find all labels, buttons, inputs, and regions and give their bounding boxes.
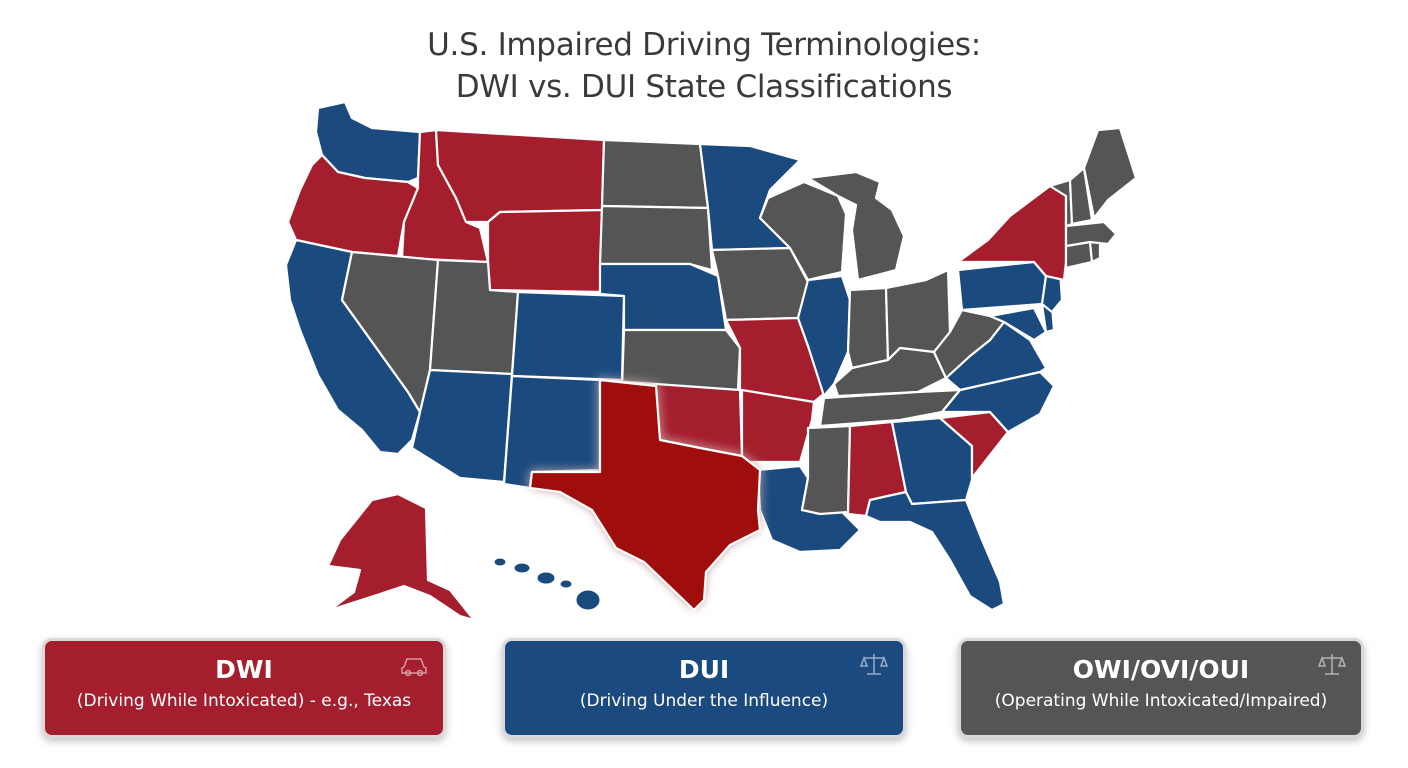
state-me[interactable] bbox=[1082, 126, 1138, 220]
legend-dui: DUI (Driving Under the Influence) bbox=[502, 638, 906, 738]
legend-owi-heading: OWI/OVI/OUI bbox=[1072, 655, 1250, 684]
state-az[interactable] bbox=[410, 368, 514, 484]
state-wy[interactable] bbox=[486, 208, 604, 294]
legend-dui-heading: DUI bbox=[678, 655, 730, 684]
scales-icon bbox=[859, 654, 889, 675]
state-ks[interactable] bbox=[620, 328, 742, 392]
title-line-1: U.S. Impaired Driving Terminologies: bbox=[427, 27, 981, 63]
state-in[interactable] bbox=[846, 286, 890, 370]
state-nh[interactable] bbox=[1068, 166, 1094, 226]
states-layer bbox=[284, 100, 1138, 622]
state-wa[interactable] bbox=[314, 100, 422, 184]
state-wi[interactable] bbox=[758, 180, 848, 282]
state-ar[interactable] bbox=[740, 388, 816, 464]
state-ak[interactable] bbox=[326, 492, 476, 622]
legend-owi: OWI/OVI/OUI (Operating While Intoxicated… bbox=[958, 638, 1364, 738]
legend-dwi: DWI (Driving While Intoxicated) - e.g., … bbox=[42, 638, 446, 738]
legend-dwi-description: (Driving While Intoxicated) - e.g., Texa… bbox=[76, 691, 412, 711]
state-mt[interactable] bbox=[434, 128, 606, 224]
state-co[interactable] bbox=[510, 290, 626, 382]
state-ri[interactable] bbox=[1088, 240, 1102, 264]
state-fl[interactable] bbox=[864, 490, 1006, 612]
legend-dui-description: (Driving Under the Influence) bbox=[579, 691, 829, 711]
scales-icon bbox=[1317, 654, 1347, 675]
state-la[interactable] bbox=[756, 464, 862, 554]
state-pa[interactable] bbox=[956, 260, 1048, 312]
legend-dwi-heading: DWI bbox=[215, 655, 273, 684]
state-mi[interactable] bbox=[806, 170, 906, 282]
car-icon bbox=[401, 658, 427, 677]
state-md[interactable] bbox=[988, 306, 1048, 342]
state-nd[interactable] bbox=[600, 138, 710, 210]
state-ia[interactable] bbox=[710, 246, 810, 322]
state-vt[interactable] bbox=[1048, 178, 1074, 228]
title-line-2: DWI vs. DUI State Classifications bbox=[455, 69, 953, 105]
state-hi[interactable] bbox=[493, 557, 601, 611]
map-title: U.S. Impaired Driving Terminologies: DWI… bbox=[0, 24, 1408, 108]
state-tx-highlight[interactable] bbox=[528, 378, 762, 612]
state-ms[interactable] bbox=[800, 424, 852, 516]
state-ma[interactable] bbox=[1064, 220, 1118, 248]
state-sd[interactable] bbox=[598, 204, 714, 272]
legend-owi-description: (Operating While Intoxicated/Impaired) bbox=[994, 691, 1328, 711]
